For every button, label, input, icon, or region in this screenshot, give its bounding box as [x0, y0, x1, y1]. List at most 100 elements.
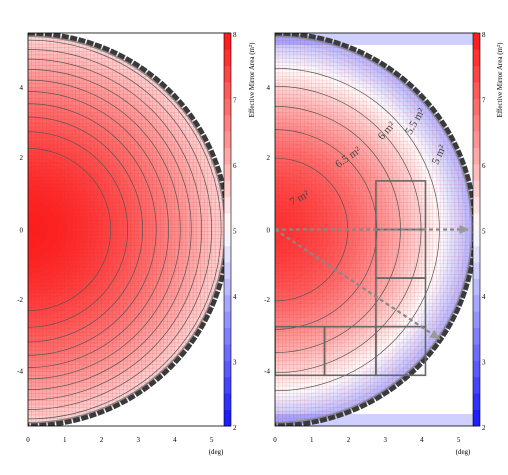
left-y-tick-label: 0: [20, 227, 24, 235]
right-x-axis-label: (deg): [456, 448, 471, 456]
right-y-tick-label: -2: [264, 296, 270, 304]
colorbar-band: [473, 82, 480, 99]
right-colorbar-frame: [472, 32, 481, 427]
colorbar-band: [473, 180, 480, 198]
contour-line: [28, 103, 157, 356]
right-colorbar-label: Effective Mirror Area (m²): [496, 42, 504, 118]
colorbar-band: [473, 164, 480, 181]
overlay-arrow-head: [459, 225, 470, 234]
left-x-tick-label: 3: [136, 436, 140, 444]
colorbar-band: [473, 393, 480, 410]
colorbar-band: [224, 164, 231, 181]
right-x-axis: 0 1 2 3 4 5 (deg): [273, 436, 471, 456]
left-contour-lines: [28, 39, 222, 420]
colorbar-band: [473, 213, 480, 230]
left-x-tick-label: 2: [100, 436, 104, 444]
colorbar-band: [473, 229, 480, 247]
colorbar-band: [224, 229, 231, 247]
colorbar-band: [224, 196, 231, 214]
right-colorbar-tick-label: 8: [482, 31, 486, 39]
left-colorbar-label: Effective Mirror Area (m²): [248, 42, 256, 118]
right-colorbar-tick-label: 6: [482, 162, 486, 170]
right-x-tick-label: 5: [457, 436, 461, 444]
left-colorbar-tick-label: 4: [233, 293, 237, 301]
right-overlay-arrows: [275, 225, 470, 341]
right-colorbar: 8 7 6 5 4 3 2 Effective Mirror Area (m²): [472, 31, 504, 432]
contour-line: [28, 148, 111, 311]
contour-line: [28, 49, 212, 410]
right-colorbar-tick-label: 3: [482, 359, 486, 367]
left-colorbar-tick-label: 8: [233, 31, 237, 39]
contour-line: [28, 58, 202, 401]
colorbar-band: [473, 360, 480, 378]
right-plot-area: 7 m² 6.5 m² 6 m² 5.5 m² 5 m²: [275, 33, 477, 426]
colorbar-band: [473, 33, 480, 50]
colorbar-band: [473, 376, 480, 394]
colorbar-band: [473, 278, 480, 296]
left-panel: 0 1 2 3 4 5 (deg) 4 2 0 -2 -4 8 7 6 5 4 …: [17, 31, 256, 456]
colorbar-band: [224, 278, 231, 296]
left-plot-area: [28, 33, 230, 426]
contour-line: [28, 131, 129, 328]
contour-line: [28, 69, 192, 390]
colorbar-band: [224, 82, 231, 99]
colorbar-band: [224, 393, 231, 410]
right-x-tick-label: 1: [310, 436, 314, 444]
colorbar-band: [224, 262, 231, 279]
colorbar-band: [473, 49, 480, 67]
left-colorbar-tick-label: 2: [233, 424, 237, 432]
colorbar-band: [224, 327, 231, 345]
colorbar-band: [224, 131, 231, 148]
contour-line: [28, 116, 143, 343]
left-x-axis-label: (deg): [209, 448, 224, 456]
right-colorbar-tick-label: 5: [482, 228, 486, 236]
contour-line: [28, 91, 169, 368]
right-y-tick-label: 2: [267, 154, 271, 162]
colorbar-band: [473, 65, 480, 83]
colorbar-band: [473, 344, 480, 361]
right-heatmap-cells: [275, 33, 477, 426]
colorbar-band: [473, 409, 480, 427]
contour-line: [28, 39, 222, 420]
colorbar-band: [224, 147, 231, 165]
colorbar-band: [473, 147, 480, 165]
colorbar-band: [224, 295, 231, 312]
right-y-tick-label: 0: [267, 227, 271, 235]
overlay-arrow-shaft: [275, 228, 441, 341]
right-y-tick-label: -4: [264, 368, 270, 376]
colorbar-band: [473, 131, 480, 148]
colorbar-band: [224, 180, 231, 198]
colorbar-band: [224, 311, 231, 329]
field-edge-inner: [275, 35, 473, 424]
left-x-tick-label: 4: [173, 436, 177, 444]
colorbar-band: [473, 245, 480, 263]
colorbar-band: [473, 114, 480, 132]
colorbar-band: [473, 196, 480, 214]
left-colorbar-bands: [224, 33, 231, 427]
left-heatmap-cells: [28, 33, 228, 426]
colorbar-band: [224, 49, 231, 67]
overlay-box: [375, 325, 427, 377]
colorbar-band: [473, 327, 480, 345]
left-x-axis: 0 1 2 3 4 5 (deg): [26, 436, 224, 456]
left-y-tick-label: -2: [17, 296, 23, 304]
left-y-tick-label: -4: [17, 368, 23, 376]
left-colorbar: 8 7 6 5 4 3 2 Effective Mirror Area (m²): [223, 31, 256, 432]
colorbar-band: [224, 213, 231, 230]
left-colorbar-tick-label: 3: [233, 359, 237, 367]
colorbar-band: [224, 344, 231, 361]
colorbar-band: [473, 262, 480, 279]
right-colorbar-bands: [473, 33, 480, 427]
right-colorbar-tick-label: 2: [482, 424, 486, 432]
left-x-tick-label: 5: [210, 436, 214, 444]
left-y-tick-label: 4: [20, 84, 24, 92]
colorbar-band: [224, 98, 231, 116]
left-x-tick-label: 0: [26, 436, 30, 444]
contour-line: [28, 79, 181, 380]
right-x-tick-label: 0: [273, 436, 277, 444]
right-colorbar-tick-label: 7: [482, 97, 486, 105]
left-y-tick-label: 2: [20, 154, 24, 162]
left-colorbar-tick-label: 6: [233, 162, 237, 170]
colorbar-band: [224, 65, 231, 83]
